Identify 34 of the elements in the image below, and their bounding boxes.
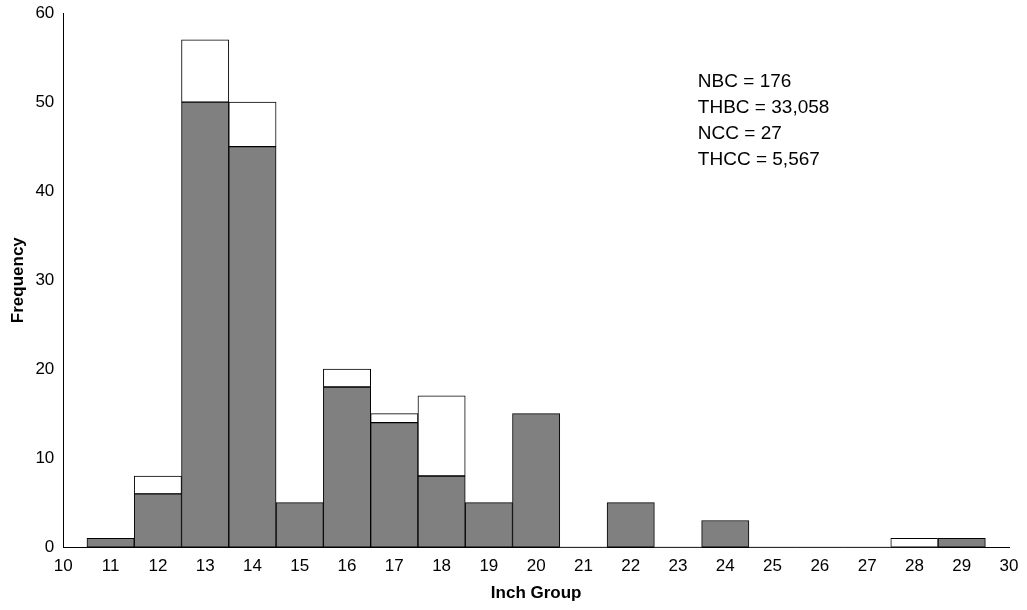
- y-tick-label: 20: [35, 358, 55, 378]
- y-axis-title: Frequency: [7, 236, 27, 324]
- x-tick-label: 20: [526, 556, 546, 576]
- annotation: THCC = 5,567: [697, 147, 820, 169]
- y-tick-label: 50: [35, 91, 55, 111]
- y-tick-label: 0: [44, 536, 55, 556]
- y-tick-label: 40: [35, 180, 55, 200]
- x-axis-title: Inch Group: [490, 583, 582, 603]
- y-tick-label: 30: [35, 269, 55, 289]
- x-tick-label: 24: [715, 556, 735, 576]
- x-tick-label: 22: [621, 556, 641, 576]
- x-tick-label: 13: [195, 556, 215, 576]
- x-tick-label: 14: [242, 556, 262, 576]
- x-tick-label: 19: [479, 556, 499, 576]
- annotation: NCC = 27: [697, 121, 782, 143]
- x-tick-label: 27: [857, 556, 877, 576]
- x-tick-label: 15: [290, 556, 310, 576]
- x-tick-label: 26: [810, 556, 830, 576]
- x-tick-label: 21: [573, 556, 593, 576]
- annotation: THBC = 33,058: [697, 95, 830, 117]
- x-tick-label: 28: [904, 556, 924, 576]
- x-tick-label: 23: [668, 556, 688, 576]
- x-tick-label: 12: [148, 556, 168, 576]
- x-tick-label: 29: [952, 556, 972, 576]
- y-tick-label: 60: [35, 2, 55, 22]
- annotation: NBC = 176: [697, 69, 792, 91]
- x-tick-label: 10: [53, 556, 73, 576]
- x-tick-label: 17: [384, 556, 404, 576]
- y-tick-label: 10: [35, 447, 55, 467]
- x-tick-label: 30: [999, 556, 1019, 576]
- x-tick-label: 16: [337, 556, 357, 576]
- x-tick-label: 11: [101, 556, 120, 576]
- x-tick-label: 25: [763, 556, 783, 576]
- x-tick-label: 18: [432, 556, 452, 576]
